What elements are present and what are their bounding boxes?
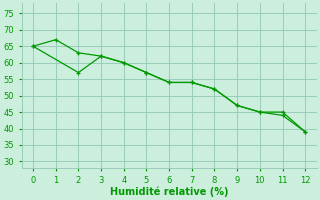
X-axis label: Humidité relative (%): Humidité relative (%): [110, 186, 228, 197]
